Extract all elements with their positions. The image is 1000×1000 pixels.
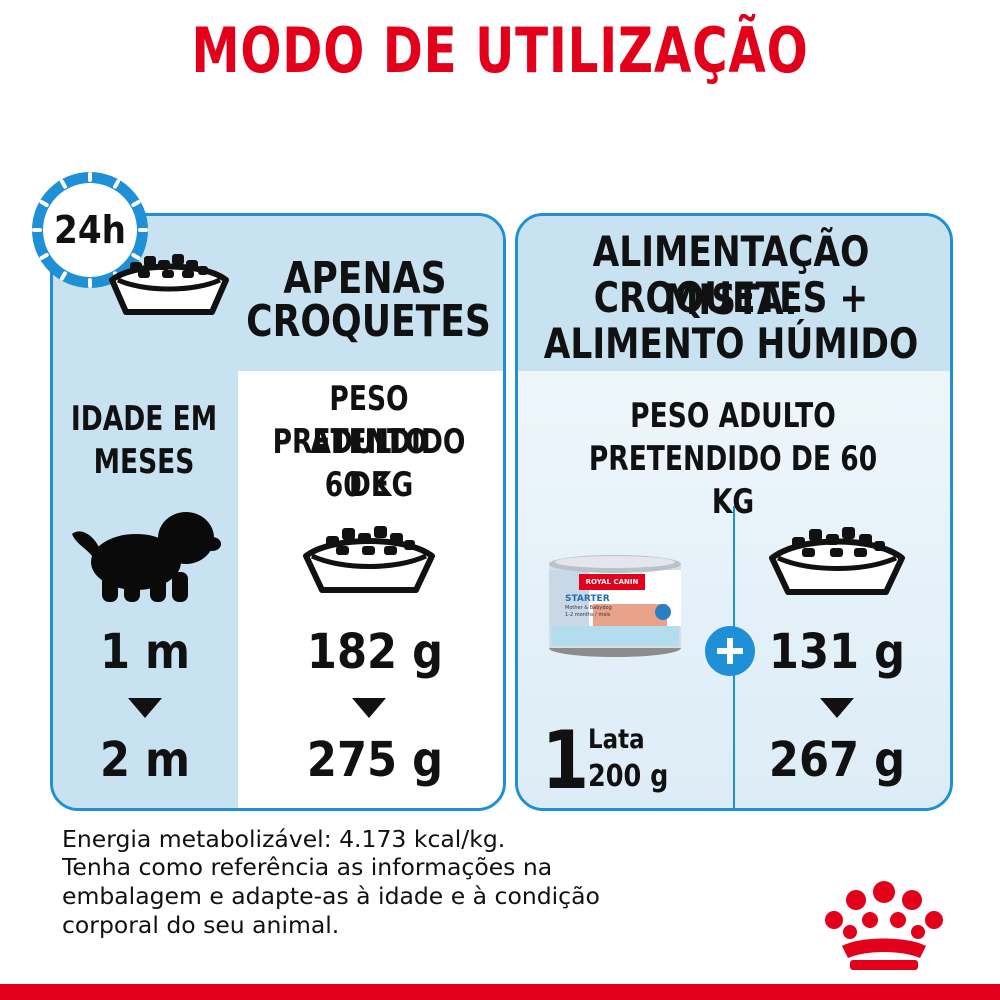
can-weight-label: 200 g xyxy=(588,759,669,794)
kibble-arrow-down-icon xyxy=(352,698,386,718)
royal-canin-crown-logo xyxy=(820,876,948,986)
can-sub-label: Mother & Babydog xyxy=(565,605,612,611)
energy-note: Energia metabolizável: 4.173 kcal/kg. xyxy=(62,825,506,853)
can-brand-label: ROYAL CANIN xyxy=(585,578,639,586)
target-weight-label-line3: 60 KG xyxy=(324,465,414,505)
kibble-bowl-icon xyxy=(764,520,910,598)
kibble-bowl-icon xyxy=(104,248,234,318)
reference-note-line3: corporal do seu animal. xyxy=(62,911,340,939)
age-label-line1: IDADE EM xyxy=(70,399,218,439)
kibble-only-title-line1: APENAS xyxy=(283,253,447,304)
page-title: MODO DE UTILIZAÇÃO xyxy=(191,14,809,87)
mixed-feeding-title-line3: ALIMENTO HÚMIDO xyxy=(543,319,919,368)
reference-note-line2: embalagem e adapte-as à idade e à condiç… xyxy=(62,882,600,910)
clock-label: 24h xyxy=(54,208,126,252)
mixed-feeding-header-bg xyxy=(518,216,950,371)
age-label-line2: MESES xyxy=(93,442,195,482)
can-product-label: STARTER xyxy=(565,594,610,604)
mixed-kibble-to-value: 267 g xyxy=(768,732,906,788)
clock-badge: 24h xyxy=(28,168,164,292)
age-column-bg xyxy=(53,371,238,808)
kibble-from-value: 182 g xyxy=(306,624,444,680)
target-weight-label-line1: PESO ADULTO xyxy=(310,379,428,462)
age-from-value: 1 m xyxy=(99,624,191,680)
mixed-feeding-title-line2: CROQUETES + xyxy=(593,273,869,322)
plus-icon xyxy=(704,625,756,677)
mixed-target-weight-line2: PRETENDIDO DE 60 KG xyxy=(588,439,878,522)
clock-icon xyxy=(32,172,148,288)
age-to-value: 2 m xyxy=(99,732,191,788)
can-unit-label: Lata xyxy=(588,724,645,755)
age-arrow-down-icon xyxy=(128,698,162,718)
kibble-to-value: 275 g xyxy=(306,732,444,788)
puppy-icon xyxy=(66,504,226,604)
can-age-label: 1-2 months / mois xyxy=(565,612,611,618)
reference-note-line1: Tenha como referência as informações na xyxy=(62,853,553,881)
footer-bar xyxy=(0,984,1000,1000)
wet-food-can-image: ROYAL CANIN STARTER Mother & Babydog 1-2… xyxy=(545,548,685,660)
kibble-bowl-icon xyxy=(298,520,440,596)
mixed-kibble-from-value: 131 g xyxy=(768,624,906,680)
mixed-feeding-title-line1: ALIMENTAÇÃO MISTA: xyxy=(592,227,870,324)
can-count: 1 xyxy=(541,714,590,807)
kibble-only-title-line2: CROQUETES xyxy=(246,296,491,347)
mixed-kibble-arrow-down-icon xyxy=(820,698,854,718)
target-weight-label-line2: PRETENDIDO DE xyxy=(272,422,466,505)
mixed-target-weight-line1: PESO ADULTO xyxy=(630,396,836,436)
